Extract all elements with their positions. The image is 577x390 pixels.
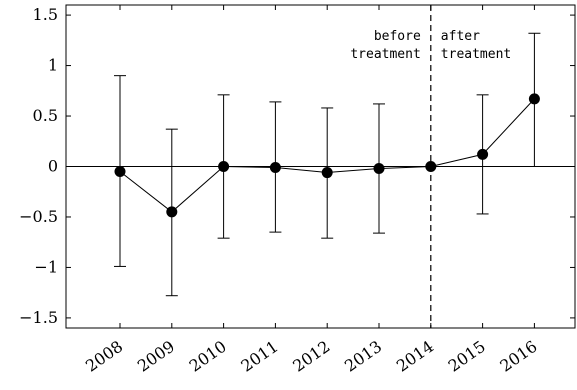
data-point bbox=[321, 167, 333, 179]
annotations: before treatment after treatment bbox=[350, 5, 511, 328]
y-tick-label: −0.5 bbox=[19, 207, 58, 226]
y-tick-label: 1 bbox=[48, 56, 58, 75]
data-point bbox=[528, 93, 540, 105]
x-tick-label: 2013 bbox=[341, 337, 385, 376]
y-tick-label: 0.5 bbox=[33, 106, 58, 125]
x-tick-label: 2014 bbox=[393, 337, 437, 376]
data-point bbox=[477, 148, 489, 160]
x-tick-label: 2015 bbox=[445, 337, 489, 376]
data-point bbox=[218, 161, 230, 172]
x-tick-label: 2008 bbox=[82, 337, 126, 376]
data-point bbox=[269, 162, 281, 174]
y-tick-label: 0 bbox=[48, 157, 58, 176]
y-tick-label: −1 bbox=[34, 257, 58, 276]
y-tick-label: 1.5 bbox=[33, 5, 58, 24]
before-label-line-1: before bbox=[374, 29, 421, 44]
y-axis-ticks: −1.5 −1 −0.5 0 0.5 1 1.5 bbox=[19, 5, 575, 327]
after-label-line-1: after bbox=[441, 29, 480, 44]
after-label-line-2: treatment bbox=[441, 47, 511, 62]
x-tick-label: 2009 bbox=[134, 337, 178, 376]
data-point bbox=[114, 166, 126, 178]
x-tick-label: 2010 bbox=[186, 337, 230, 376]
data-marks bbox=[114, 32, 541, 297]
x-tick-label: 2016 bbox=[496, 337, 540, 376]
data-point bbox=[373, 163, 385, 175]
y-tick-label: −1.5 bbox=[19, 308, 58, 327]
x-tick-label: 2011 bbox=[237, 337, 281, 376]
data-point bbox=[166, 206, 178, 218]
x-tick-label: 2012 bbox=[289, 337, 333, 376]
before-label-line-2: treatment bbox=[350, 47, 420, 62]
